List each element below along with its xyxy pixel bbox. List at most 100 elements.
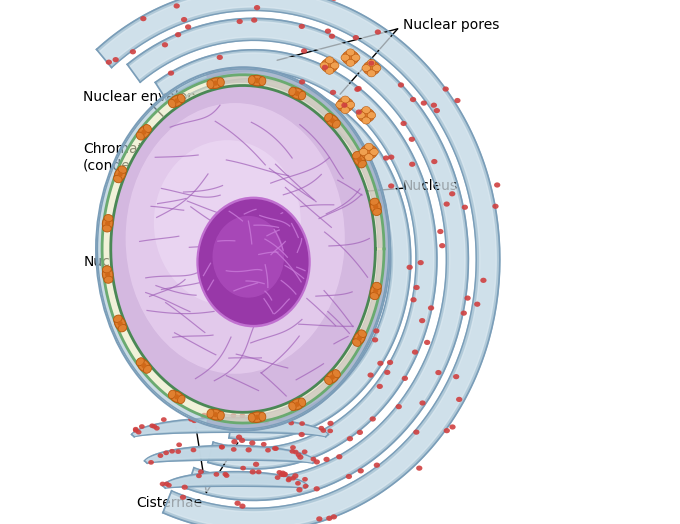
Ellipse shape [346,59,355,67]
Ellipse shape [409,161,415,167]
Ellipse shape [208,409,224,420]
Ellipse shape [173,3,180,8]
Ellipse shape [130,49,136,54]
Ellipse shape [330,0,337,1]
Ellipse shape [428,305,435,311]
Ellipse shape [341,106,350,114]
Text: Nuclear envelope: Nuclear envelope [83,90,205,128]
Ellipse shape [190,447,197,452]
Ellipse shape [435,370,441,375]
Ellipse shape [174,395,179,399]
Ellipse shape [412,350,418,355]
Ellipse shape [289,87,296,96]
Ellipse shape [325,28,331,34]
Ellipse shape [345,474,352,479]
Ellipse shape [214,472,219,477]
Ellipse shape [456,397,462,402]
Ellipse shape [326,370,339,384]
Ellipse shape [133,428,139,433]
Ellipse shape [196,474,202,478]
Ellipse shape [104,276,113,283]
Ellipse shape [290,449,295,454]
Ellipse shape [126,103,345,374]
Ellipse shape [114,167,126,182]
Ellipse shape [354,86,360,92]
Ellipse shape [492,204,498,209]
Polygon shape [182,79,411,440]
Ellipse shape [480,278,487,283]
Ellipse shape [354,152,366,167]
Ellipse shape [316,516,322,521]
Ellipse shape [290,399,305,410]
Ellipse shape [166,483,172,488]
Ellipse shape [250,470,256,475]
Ellipse shape [254,5,260,10]
Ellipse shape [249,440,256,445]
Ellipse shape [367,59,375,67]
Ellipse shape [413,285,420,290]
Ellipse shape [199,199,309,325]
Ellipse shape [377,361,384,366]
Ellipse shape [373,64,381,72]
Polygon shape [129,21,465,497]
Ellipse shape [279,472,284,477]
Ellipse shape [375,29,381,35]
Ellipse shape [255,414,260,420]
Ellipse shape [288,421,294,425]
Text: Cisternae: Cisternae [137,496,203,510]
Text: Nucleus: Nucleus [332,179,458,194]
Ellipse shape [295,481,301,486]
Ellipse shape [272,446,277,451]
Text: Nuclear pores: Nuclear pores [403,18,499,32]
Ellipse shape [398,82,404,88]
Ellipse shape [239,504,245,509]
Ellipse shape [454,98,460,103]
Ellipse shape [176,442,182,447]
Ellipse shape [330,514,337,519]
Ellipse shape [364,143,373,150]
Ellipse shape [327,429,333,433]
Ellipse shape [352,339,361,346]
Ellipse shape [313,486,320,492]
Ellipse shape [136,430,141,434]
Ellipse shape [174,99,179,103]
Ellipse shape [364,154,373,161]
Ellipse shape [175,32,182,37]
Ellipse shape [136,358,144,366]
Polygon shape [97,0,500,524]
Ellipse shape [402,376,408,381]
Ellipse shape [353,35,359,40]
Polygon shape [184,82,408,437]
Ellipse shape [281,472,287,477]
Ellipse shape [292,473,299,478]
Ellipse shape [439,243,445,248]
Polygon shape [155,50,437,469]
Ellipse shape [289,402,296,411]
Ellipse shape [430,103,437,108]
Ellipse shape [453,374,459,379]
Ellipse shape [443,86,449,92]
Ellipse shape [141,363,146,368]
Ellipse shape [494,182,500,188]
Ellipse shape [219,444,224,449]
Ellipse shape [367,70,375,77]
Ellipse shape [330,118,335,123]
Ellipse shape [169,99,176,108]
Ellipse shape [419,318,425,323]
Ellipse shape [177,94,185,103]
Ellipse shape [341,54,350,61]
Ellipse shape [443,428,450,433]
Ellipse shape [336,101,344,108]
Ellipse shape [143,125,152,133]
Ellipse shape [326,114,339,127]
Ellipse shape [197,196,311,328]
Ellipse shape [320,62,328,69]
Ellipse shape [370,148,378,156]
Ellipse shape [160,482,165,486]
Ellipse shape [324,376,333,385]
Ellipse shape [253,462,259,467]
Ellipse shape [373,289,378,293]
Ellipse shape [330,62,339,69]
Polygon shape [146,448,314,463]
Ellipse shape [163,451,169,455]
